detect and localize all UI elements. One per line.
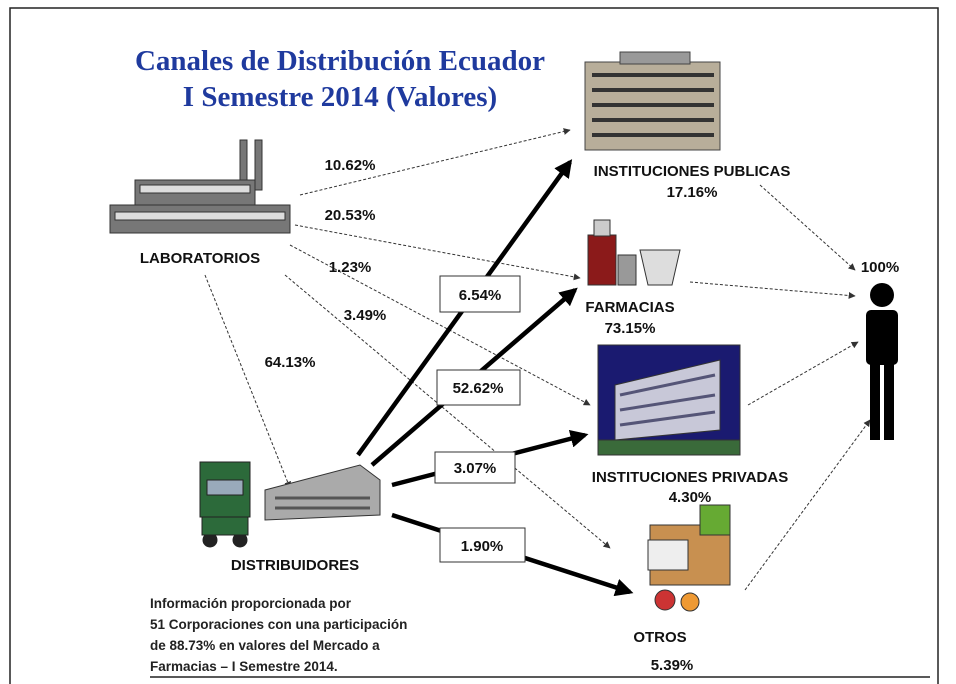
edge-label: 64.13% bbox=[265, 354, 316, 371]
edge-label: 3.07% bbox=[454, 460, 497, 477]
edge-label: 52.62% bbox=[453, 380, 504, 397]
diagram: Canales de Distribución Ecuador I Semest… bbox=[0, 0, 956, 684]
node-share: 100% bbox=[861, 259, 899, 276]
node-label: FARMACIAS bbox=[585, 299, 674, 316]
footnote: 51 Corporaciones con una participación bbox=[150, 617, 407, 632]
node-label: DISTRIBUIDORES bbox=[231, 557, 359, 574]
edge-label: 1.90% bbox=[461, 538, 504, 555]
node-label: LABORATORIOS bbox=[140, 250, 260, 267]
footnote: Farmacias – I Semestre 2014. bbox=[150, 659, 338, 674]
edge-label: 10.62% bbox=[325, 157, 376, 174]
icons bbox=[110, 52, 898, 611]
node-share: 17.16% bbox=[667, 184, 718, 201]
edge-label: 3.49% bbox=[344, 307, 387, 324]
node-share: 73.15% bbox=[605, 320, 656, 337]
edge-label: 6.54% bbox=[459, 287, 502, 304]
edge-label: 20.53% bbox=[325, 207, 376, 224]
node-label: INSTITUCIONES PUBLICAS bbox=[594, 163, 791, 180]
node-share: 4.30% bbox=[669, 489, 712, 506]
title: Canales de Distribución Ecuador bbox=[135, 45, 545, 77]
edge-label: 1.23% bbox=[329, 259, 372, 276]
footnote: de 88.73% en valores del Mercado a bbox=[150, 638, 380, 653]
node-share: 5.39% bbox=[651, 657, 694, 674]
node-label: INSTITUCIONES PRIVADAS bbox=[592, 469, 788, 486]
footnote: Información proporcionada por bbox=[150, 596, 352, 611]
edge-boxes bbox=[435, 276, 525, 562]
node-label: OTROS bbox=[633, 629, 686, 646]
title: I Semestre 2014 (Valores) bbox=[183, 81, 497, 113]
